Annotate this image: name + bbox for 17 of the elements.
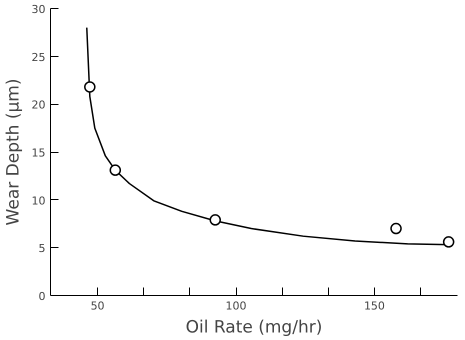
y-tick-label: 15 [32, 146, 46, 160]
y-axis-title: Wear Depth (μm) [4, 78, 24, 226]
y-tick-label: 10 [32, 194, 46, 208]
x-tick-label: 100 [226, 300, 247, 312]
point [84, 81, 96, 93]
point [209, 214, 221, 226]
y-tick-label: 0 [38, 290, 46, 303]
point [442, 236, 454, 248]
point [390, 222, 402, 234]
y-tick-label: 30 [32, 3, 46, 16]
x-tick-label: 150 [364, 300, 385, 312]
y-tick-label: 5 [38, 242, 46, 256]
x-tick-label: 50 [90, 300, 105, 312]
y-tick-label: 25 [32, 50, 46, 64]
point [110, 164, 122, 176]
x-axis-title: Oil Rate (mg/hr) [186, 318, 322, 338]
y-tick-label: 20 [32, 98, 46, 112]
